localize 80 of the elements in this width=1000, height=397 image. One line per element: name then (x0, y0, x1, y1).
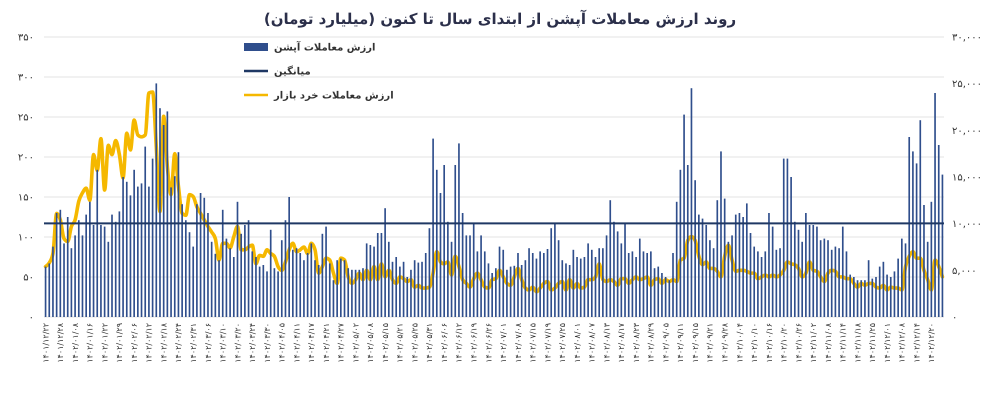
x-tick-label: ۱۴۰۲/۰۸/۱۳ (602, 322, 612, 363)
x-tick-label: ۱۴۰۲/۰۱/۱۶ (86, 323, 95, 363)
y2-tick-label: ۳۰,۰۰۰ (952, 32, 982, 44)
y-tick-label: ۵۰ (23, 272, 34, 284)
x-tick-label: ۱۴۰۲/۰۹/۲۱ (706, 323, 715, 363)
y-tick-label: ۲۵۰ (18, 112, 34, 124)
x-tick-label: ۱۴۰۲/۰۷/۰۸ (514, 322, 523, 363)
x-tick-label: ۱۴۰۲/۰۲/۱۸ (159, 322, 168, 363)
x-tick-label: ۱۴۰۲/۱۰/۱۰ (750, 323, 759, 363)
x-tick-label: ۱۴۰۲/۰۵/۰۲ (351, 323, 360, 363)
y-tick-label: ۱۰۰ (18, 232, 34, 244)
x-tick-label: ۱۴۰۲/۰۸/۲۳ (632, 322, 641, 363)
y-tick-label: ۱۵۰ (18, 192, 34, 204)
x-tick-label: ۱۴۰۲/۰۴/۱۱ (292, 323, 302, 363)
x-tick-label: ۱۴۰۲/۰۳/۲۰ (233, 323, 242, 363)
x-tick-label: ۱۴۰۲/۰۸/۱۷ (617, 322, 626, 363)
x-tick-label: ۱۴۰۲/۰۶/۰۶ (440, 323, 449, 363)
y-tick-label: ۳۵۰ (18, 32, 34, 44)
y2-tick-label: ۲۰,۰۰۰ (952, 126, 982, 137)
x-tick-label: ۱۴۰۲/۰۳/۳۰ (262, 323, 272, 363)
chart-title: روند ارزش معاملات آپشن از ابتدای سال تا کنون (میلیارد تومان) (264, 9, 736, 28)
x-tick-label: ۱۴۰۲/۰۶/۲۶ (484, 323, 494, 363)
x-tick-label: ۱۴۰۲/۰۹/۰۵ (661, 323, 670, 363)
x-tick-label: ۱۴۰۲/۰۵/۲۱ (396, 323, 405, 363)
x-tick-label: ۱۴۰۲/۰۱/۲۲ (100, 323, 110, 363)
x-tick-label: ۱۴۰۲/۱۰/۰۴ (735, 323, 744, 363)
x-tick-label: ۱۴۰۲/۱۰/۲۶ (794, 323, 804, 363)
x-tick-label: ۱۴۰۲/۰۸/۰۱ (572, 323, 582, 363)
x-tick-label: ۱۴۰۲/۰۴/۰۵ (278, 323, 287, 363)
x-tick-label: ۱۴۰۲/۰۷/۰۱ (499, 323, 508, 363)
y-tick-label: ۰ (28, 312, 34, 324)
x-tick-label: ۱۴۰۲/۰۹/۱۵ (690, 323, 700, 363)
x-tick-label: ۱۴۰۲/۰۷/۲۵ (558, 323, 568, 363)
y-tick-label: ۳۰۰ (18, 72, 34, 84)
x-tick-label: ۱۴۰۲/۰۲/۳۱ (189, 323, 198, 363)
x-tick-label: ۱۴۰۲/۰۳/۱۰ (218, 323, 228, 363)
x-tick-label: ۱۴۰۲/۰۷/۱۵ (528, 323, 538, 363)
x-tick-label: ۱۴۰۲/۱۲/۰۱ (882, 323, 892, 363)
x-tick-label: ۱۴۰۲/۱۱/۰۲ (809, 323, 818, 363)
x-tick-label: ۱۴۰۲/۰۲/۲۴ (174, 323, 184, 363)
x-tick-label: ۱۴۰۲/۰۵/۳۱ (425, 323, 434, 363)
y2-tick-label: ۱۰,۰۰۰ (952, 219, 982, 230)
x-tick-label: ۱۴۰۲/۰۴/۱۷ (307, 322, 316, 363)
x-tick-label: ۱۴۰۲/۰۶/۱۲ (454, 323, 464, 363)
x-tick-label: ۱۴۰۲/۱۲/۲۰ (927, 323, 936, 363)
y2-tick-label: ۵,۰۰۰ (952, 266, 977, 277)
x-tick-label: ۱۴۰۲/۱۱/۱۴ (838, 323, 848, 363)
legend-label: میانگین (274, 64, 311, 78)
y2-tick-label: ۰ (952, 312, 958, 324)
x-tick-label: ۱۴۰۲/۰۱/۲۹ (115, 323, 124, 363)
x-tick-label: ۱۴۰۲/۰۴/۲۱ (322, 323, 331, 363)
legend-label: ارزش معاملات خرد بازار (273, 90, 394, 102)
y-tick-label: ۲۰۰ (18, 152, 34, 164)
y2-tick-label: ۱۵,۰۰۰ (952, 172, 982, 184)
x-tick-label: ۱۴۰۲/۰۸/۰۷ (588, 322, 597, 363)
x-tick-label: ۱۴۰۲/۰۵/۲۵ (410, 323, 420, 363)
x-tick-label: ۱۴۰۲/۰۴/۲۷ (336, 322, 346, 363)
x-tick-label: ۱۴۰۲/۱۲/۱۴ (912, 323, 922, 363)
x-tick-label: ۱۴۰۲/۱۱/۰۸ (824, 322, 833, 363)
x-tick-label: ۱۴۰۲/۱۱/۲۵ (868, 323, 878, 363)
x-tick-label: ۱۴۰۲/۱۱/۱۸ (853, 322, 862, 363)
x-tick-label: ۱۴۰۲/۰۵/۰۸ (366, 322, 376, 363)
x-tick-label: ۱۴۰۲/۰۲/۱۲ (144, 323, 154, 363)
x-tick-label: ۱۴۰۱/۱۲/۲۸ (56, 322, 66, 363)
x-tick-label: ۱۴۰۲/۰۸/۲۹ (646, 323, 656, 363)
y2-tick-label: ۲۵,۰۰۰ (952, 79, 982, 90)
x-tick-label: ۱۴۰۱/۱۲/۲۲ (41, 323, 50, 363)
x-tick-label: ۱۴۰۲/۰۹/۱۱ (676, 323, 686, 363)
x-tick-label: ۱۴۰۲/۰۶/۱۹ (470, 323, 478, 363)
x-tick-label: ۱۴۰۲/۰۲/۰۶ (130, 323, 139, 363)
x-tick-label: ۱۴۰۲/۰۵/۱۵ (380, 323, 390, 363)
x-tick-label: ۱۴۰۲/۱۰/۲۰ (780, 323, 789, 363)
x-tick-label: ۱۴۰۲/۱۲/۰۸ (898, 322, 907, 363)
x-tick-label: ۱۴۰۲/۱۰/۱۶ (764, 323, 774, 363)
x-tick-label: ۱۴۰۲/۰۹/۲۸ (720, 322, 730, 363)
x-tick-label: ۱۴۰۲/۰۱/۰۸ (70, 322, 80, 363)
x-tick-label: ۱۴۰۲/۰۳/۰۶ (204, 323, 213, 363)
legend-label: ارزش معاملات آپشن (274, 40, 376, 54)
x-tick-label: ۱۴۰۲/۰۳/۲۴ (248, 323, 258, 363)
x-tick-label: ۱۴۰۲/۰۷/۱۹ (543, 323, 552, 363)
